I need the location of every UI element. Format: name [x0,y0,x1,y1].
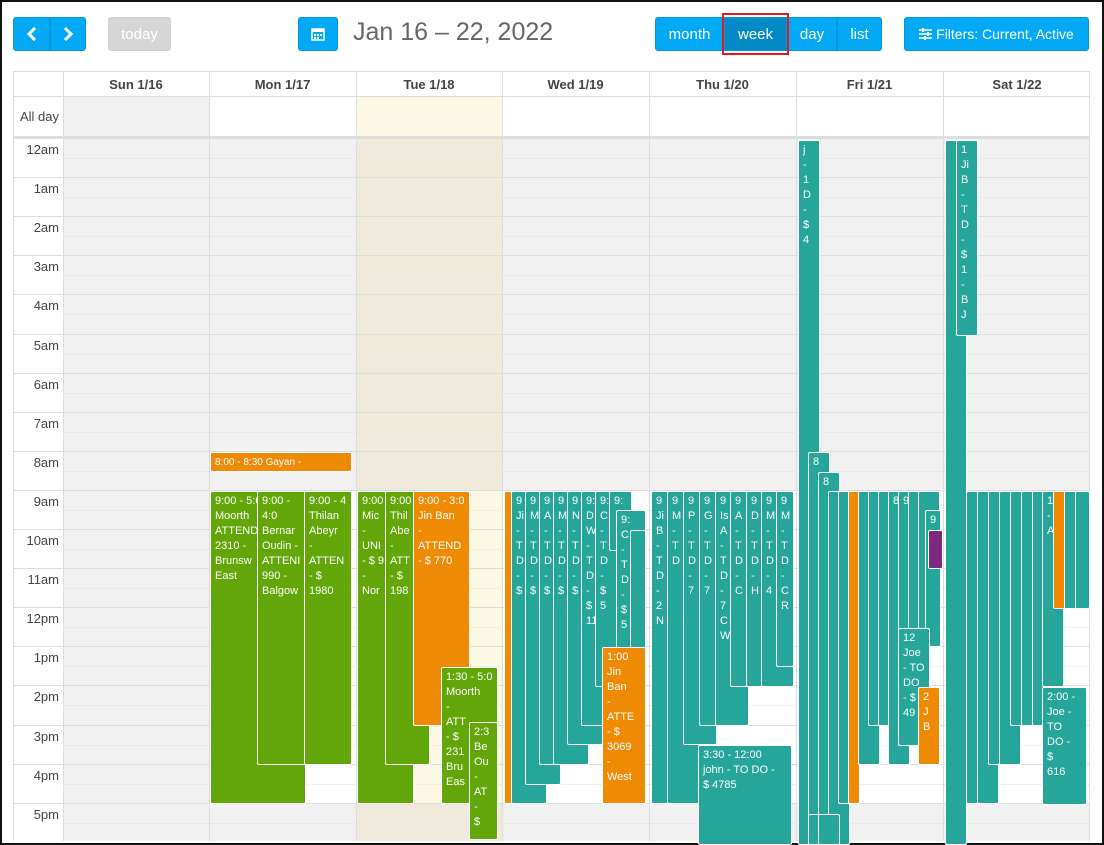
calendar-event[interactable]: 2:3 Be Ou - AT - $ [469,722,498,840]
hour-line [14,803,1089,804]
filters-button[interactable]: Filters: Current, Active [904,17,1089,51]
half-hour-line [63,823,1089,824]
allday-divider [14,136,1089,138]
half-hour-line [63,784,1089,785]
half-hour-line [63,354,1089,355]
calendar-event[interactable]: 2:00 - Joe - TO DO - $ 616 [1042,687,1087,805]
hour-line [14,373,1089,374]
col-divider-5 [796,72,797,841]
time-label: 2am [33,220,59,235]
allday-label: All day [19,109,59,124]
time-label: 5am [33,338,59,353]
half-hour-line [63,275,1089,276]
day-header-sun: Sun 1/16 [109,76,163,92]
time-label: 12pm [26,611,59,626]
time-label: 1am [33,181,59,196]
time-label: 4am [33,298,59,313]
header-divider [14,96,1089,97]
view-day-button[interactable]: day [787,17,837,51]
calendar-event[interactable]: 3:30 - 12:00 john - TO DO - $ 4785 [698,745,792,845]
half-hour-line [63,236,1089,237]
col-divider-6 [943,72,944,841]
calendar-event[interactable] [928,530,943,569]
half-hour-line [63,471,1089,472]
time-label: 4pm [33,768,59,783]
next-button[interactable] [50,17,86,51]
calendar-event[interactable]: 1:00 Jin Ban - ATTE - $ 3069 - West [602,647,646,804]
calendar-event[interactable]: 9 M - T D - C R [776,491,794,667]
time-label: 11am [27,572,59,587]
col-divider-2 [356,72,357,841]
half-hour-line [63,314,1089,315]
date-range-title: Jan 16 – 22, 2022 [353,18,554,46]
day-header-sat: Sat 1/22 [992,76,1042,92]
day-header-wed: Wed 1/19 [547,76,604,92]
half-hour-line [63,393,1089,394]
calendar-picker-button[interactable] [298,17,338,51]
time-label: 3am [33,259,59,274]
axis-divider [63,72,64,841]
time-label: 12am [26,142,59,157]
today-button[interactable]: today [108,17,171,51]
calendar-icon [311,28,325,41]
hour-line [14,216,1089,217]
col-divider-1 [209,72,210,841]
time-label: 9am [33,494,59,509]
col-divider-4 [649,72,650,841]
day-header-mon: Mon 1/17 [254,76,311,92]
time-label: 2pm [33,689,59,704]
chevron-right-icon [63,27,73,41]
view-list-button[interactable]: list [837,17,882,51]
day-header-fri: Fri 1/21 [846,76,893,92]
col-divider-3 [502,72,503,841]
day-header-thu: Thu 1/20 [696,76,749,92]
time-label: 3pm [33,729,59,744]
time-label: 8am [33,455,59,470]
calendar-event[interactable]: 1 Ji B - T D - $ 1 - B J [956,140,978,336]
hour-line [14,138,1089,139]
day-header-tue: Tue 1/18 [403,76,455,92]
time-label: 5pm [33,807,59,822]
prev-button[interactable] [13,17,50,51]
hour-line [14,255,1089,256]
half-hour-line [63,158,1089,159]
half-hour-line [63,432,1089,433]
active-view-highlight [722,13,789,55]
filters-label: Filters: Current, Active [936,26,1074,42]
calendar-event[interactable]: 9:00 - 4 Thilan Abeyr - ATTEN - $ 1980 [304,491,352,765]
chevron-left-icon [26,27,36,41]
view-week-button[interactable]: week [724,17,787,51]
calendar-event[interactable] [1075,491,1090,609]
calendar-event[interactable]: 2 J B [918,687,940,765]
calendar-event[interactable]: 8:00 - 8:30 Gayan - [210,452,352,472]
time-label: 7am [33,416,59,431]
calendar-event[interactable] [818,814,840,845]
sunday-column-bg [63,96,209,841]
sliders-icon [919,28,933,40]
view-month-button[interactable]: month [655,17,724,51]
hour-line [14,177,1089,178]
hour-line [14,294,1089,295]
hour-line [14,412,1089,413]
time-label: 1pm [33,650,59,665]
half-hour-line [63,197,1089,198]
time-label: 10am [26,533,59,548]
time-label: 6am [33,377,59,392]
hour-line [14,451,1089,452]
calendar-event[interactable]: 9:00 - 4:0 Bernar Oudin - ATTENI 990 - B… [257,491,307,765]
hour-line [14,334,1089,335]
hour-line [14,490,1089,491]
